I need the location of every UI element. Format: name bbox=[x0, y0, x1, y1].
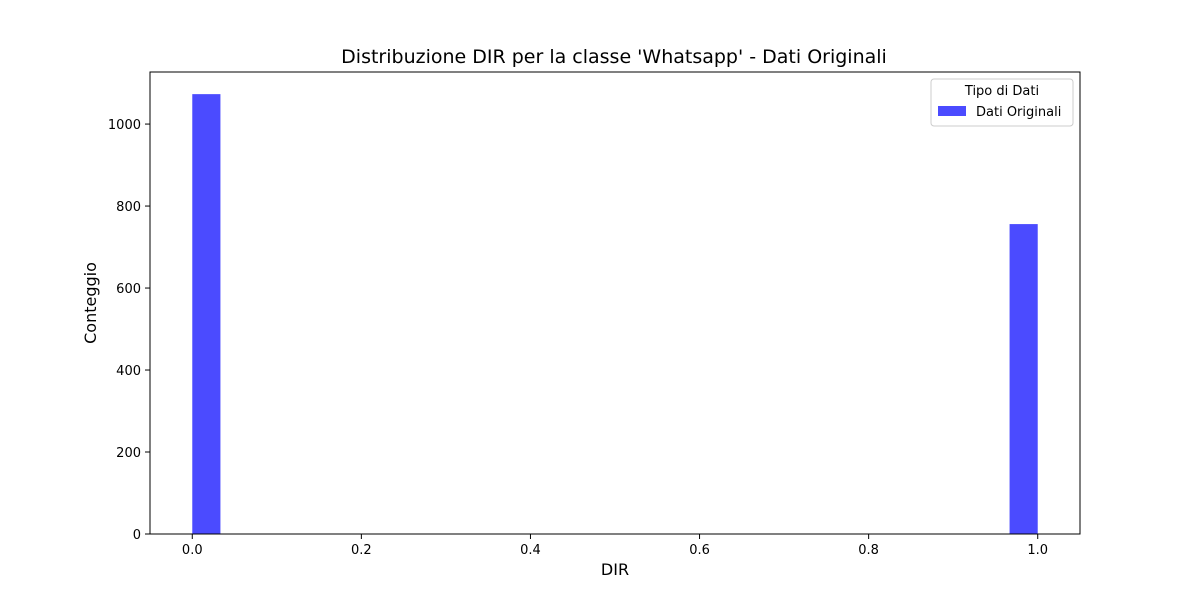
y-tick-label: 800 bbox=[116, 200, 141, 215]
x-tick-label: 0.6 bbox=[689, 543, 710, 558]
y-axis-label: Conteggio bbox=[81, 262, 100, 344]
x-tick-label: 0.2 bbox=[351, 543, 372, 558]
chart-title: Distribuzione DIR per la classe 'Whatsap… bbox=[341, 46, 887, 68]
y-tick-label: 0 bbox=[133, 528, 141, 543]
x-axis-label: DIR bbox=[601, 560, 629, 579]
legend-swatch-dati-originali bbox=[938, 106, 966, 116]
legend-label-dati-originali: Dati Originali bbox=[976, 105, 1061, 120]
legend-box bbox=[930, 78, 1074, 127]
bar-0-1 bbox=[1009, 224, 1038, 534]
legend-title: Tipo di Dati bbox=[964, 84, 1039, 99]
y-tick-label: 1000 bbox=[108, 118, 141, 133]
legend: Tipo di Dati Dati Originali bbox=[930, 78, 1074, 127]
y-tick-label: 200 bbox=[116, 446, 141, 461]
x-axis: 0.0 0.2 0.4 0.6 0.8 1.0 bbox=[182, 534, 1048, 558]
x-tick-label: 0.4 bbox=[520, 543, 541, 558]
bar-0-0 bbox=[192, 94, 221, 534]
y-tick-label: 400 bbox=[116, 364, 141, 379]
plot-frame bbox=[149, 71, 1081, 535]
y-tick-label: 600 bbox=[116, 282, 141, 297]
x-tick-label: 0.8 bbox=[858, 543, 879, 558]
x-tick-label: 0.0 bbox=[182, 543, 203, 558]
y-axis: 0 200 400 600 800 1000 bbox=[108, 118, 150, 543]
x-tick-label: 1.0 bbox=[1027, 543, 1048, 558]
bars-group bbox=[192, 94, 1038, 534]
